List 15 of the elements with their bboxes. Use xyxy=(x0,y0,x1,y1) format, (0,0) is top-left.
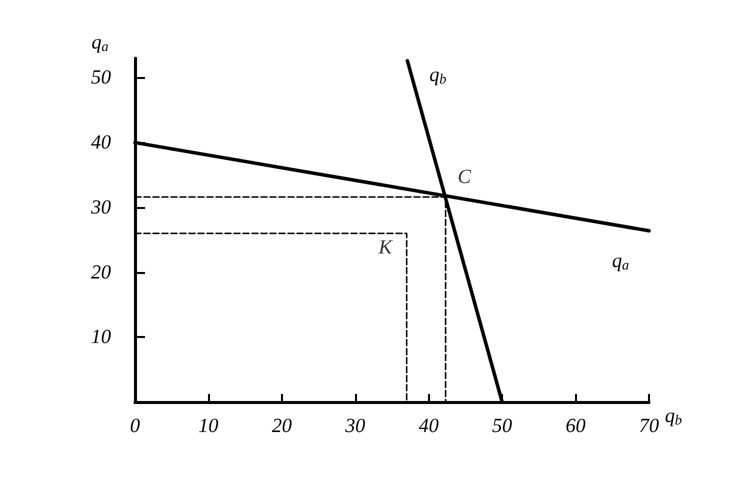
y-tick-label: 20 xyxy=(91,261,111,284)
annotation: C xyxy=(458,166,472,188)
y-tick-label: 40 xyxy=(91,132,111,154)
x-tick-label: 70 xyxy=(639,415,659,437)
x-tick-label: 50 xyxy=(492,415,512,437)
x-tick-label: 20 xyxy=(272,415,292,437)
annotation: K xyxy=(378,236,394,258)
y-tick-label: 10 xyxy=(91,326,111,348)
x-tick-label: 0 xyxy=(130,415,140,437)
x-tick-label: 10 xyxy=(198,415,218,437)
y-tick-label: 30 xyxy=(90,196,111,218)
y-tick-label: 50 xyxy=(91,66,111,89)
x-tick-label: 30 xyxy=(344,415,366,437)
x-tick-label: 60 xyxy=(566,415,586,437)
x-tick-label: 40 xyxy=(418,415,439,437)
